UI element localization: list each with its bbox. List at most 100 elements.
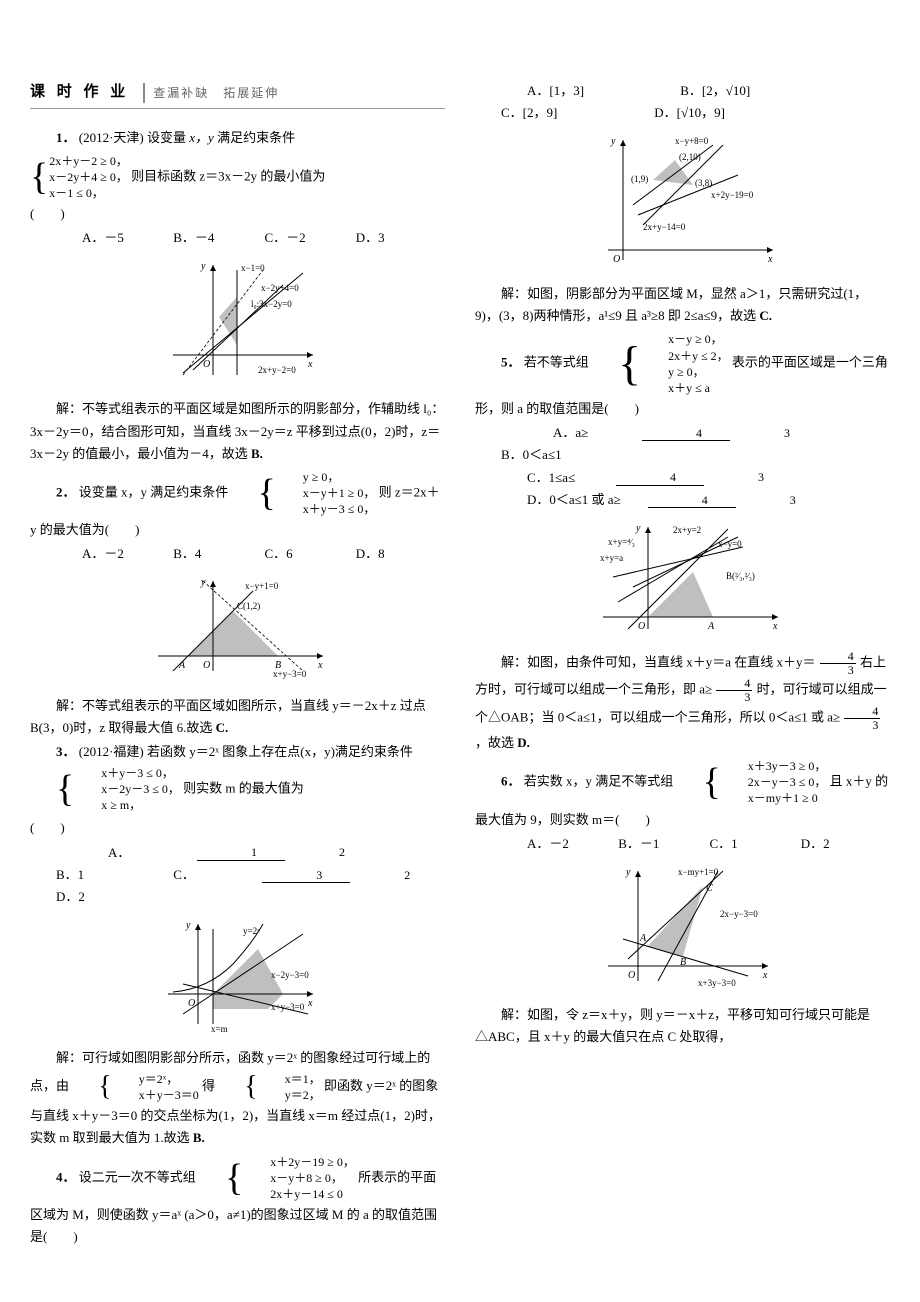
q6-diagram: x y O A B C x−my+1=0 2x−y−3=0 x+3y−3=0 <box>475 861 890 998</box>
q4-answer: C. <box>759 308 772 323</box>
svg-text:x−y+8=0: x−y+8=0 <box>675 136 709 146</box>
q1-solution: 解：不等式组表示的平面区域是如图所示的阴影部分，作辅助线 l₀：3x－2y＝0，… <box>30 401 444 460</box>
q5-system: { x－y ≥ 0， 2x＋y ≤ 2， y ≥ 0， x＋y ≤ a <box>592 331 729 396</box>
header-divider <box>143 83 145 103</box>
svg-text:O: O <box>203 660 210 671</box>
q5-sol-a: 解：如图，由条件可知，当直线 x＋y＝a 在直线 x＋y＝ <box>501 654 816 669</box>
q1-source: (2012·天津) <box>79 130 144 145</box>
q1-options: A．－5 B．－4 C．－2 D．3 <box>30 227 445 249</box>
svg-text:x: x <box>307 998 313 1009</box>
svg-text:x+y=a: x+y=a <box>600 553 623 563</box>
svg-text:x−y=0: x−y=0 <box>718 539 742 549</box>
q4-number: 4． <box>56 1169 76 1184</box>
q5-stem-a: 若不等式组 <box>524 355 589 370</box>
svg-text:2x+y=2: 2x+y=2 <box>673 525 701 535</box>
q3-number: 3． <box>56 744 76 759</box>
header-title: 课 时 作 业 <box>30 80 135 106</box>
svg-text:(2,10): (2,10) <box>679 152 701 162</box>
q1-stem-a: 设变量 <box>147 130 189 145</box>
q6-options: A．－2 B．－1 C．1 D．2 <box>475 833 890 855</box>
svg-text:(1,9): (1,9) <box>631 174 648 184</box>
svg-text:B(²⁄₃,²⁄₃): B(²⁄₃,²⁄₃) <box>726 571 755 581</box>
q2-system: { y ≥ 0， x－y＋1 ≥ 0， x＋y－3 ≤ 0， <box>232 469 376 518</box>
q1-system: { 2x＋y－2 ≥ 0， x－2y＋4 ≥ 0， x－1 ≤ 0， <box>30 153 128 202</box>
question-2: 2． 设变量 x，y 满足约束条件 { y ≥ 0， x－y＋1 ≥ 0， x＋… <box>30 467 445 739</box>
svg-text:C(1,2): C(1,2) <box>237 601 260 611</box>
q3-system: { x＋y－3 ≤ 0， x－2y－3 ≤ 0， x ≥ m， <box>30 765 180 814</box>
svg-text:x+2y−19=0: x+2y−19=0 <box>711 190 754 200</box>
svg-text:C: C <box>706 883 713 894</box>
svg-text:x−2y+4=0: x−2y+4=0 <box>261 283 299 293</box>
svg-text:x−my+1=0: x−my+1=0 <box>678 867 719 877</box>
q3-tail: 则实数 m 的最大值为 <box>183 780 304 795</box>
svg-text:y=2ˣ: y=2ˣ <box>243 926 260 936</box>
svg-text:O: O <box>188 998 195 1009</box>
svg-text:A: A <box>707 621 715 632</box>
q4-stem-a: 设二元一次不等式组 <box>79 1169 196 1184</box>
q1-tail: 则目标函数 z＝3x－2y 的最小值为 <box>131 168 325 183</box>
section-header: 课 时 作 业 查漏补缺 拓展延伸 <box>30 80 445 109</box>
q6-system: { x＋3y－3 ≥ 0， 2x－y－3 ≤ 0， x－my＋1 ≥ 0 <box>677 758 827 807</box>
q3-source: (2012·福建) <box>79 744 144 759</box>
q3-system3: { x＝1， y＝2， <box>218 1071 320 1103</box>
question-3: 3． (2012·福建) 若函数 y＝2ˣ 图象上存在点(x，y)满足约束条件 … <box>30 741 445 1150</box>
q3-answer: B. <box>193 1130 205 1145</box>
q1-number: 1． <box>56 130 76 145</box>
svg-text:x−2y−3=0: x−2y−3=0 <box>271 970 309 980</box>
svg-text:2x−y−3=0: 2x−y−3=0 <box>720 909 758 919</box>
q5-diagram: x y O A B(²⁄₃,²⁄₃) x+y=⁴⁄₃ 2x+y=2 x+y=a … <box>475 517 890 644</box>
q5-options: A．a≥43 B．0＜a≤1 C．1≤a≤43 D．0＜a≤1 或 a≥43 <box>475 422 890 510</box>
svg-text:x: x <box>307 359 313 370</box>
q1-vars: x，y <box>189 130 214 145</box>
svg-text:O: O <box>613 254 620 265</box>
q3-diagram: x y O y=2ˣ x−2y−3=0 x+y−3=0 x=m <box>30 914 445 1041</box>
q3-blank: ( ) <box>30 817 445 839</box>
svg-text:l₀:3x−2y=0: l₀:3x−2y=0 <box>251 299 292 309</box>
q1-diagram: x y O x−1=0 x−2y+4=0 l₀:3x−2y=0 2x+y−2=0 <box>30 255 445 392</box>
q6-stem-a: 若实数 x，y 满足不等式组 <box>524 773 674 788</box>
q5-answer: D. <box>517 735 530 750</box>
svg-text:y: y <box>625 867 631 878</box>
q5-sol-d: ，故选 <box>475 735 517 750</box>
q2-diagram: x y O A B C(1,2) x−y+1=0 x+y−3=0 <box>30 571 445 688</box>
svg-text:x+y−3=0: x+y−3=0 <box>271 1002 305 1012</box>
svg-text:B: B <box>680 957 686 968</box>
q6-number: 6． <box>501 773 521 788</box>
svg-text:y: y <box>185 920 191 931</box>
q2-stem: 设变量 x，y 满足约束条件 <box>79 484 229 499</box>
q2-answer: C. <box>216 720 229 735</box>
svg-text:y: y <box>610 136 616 147</box>
header-subtitle: 查漏补缺 拓展延伸 <box>153 83 279 103</box>
svg-text:A: A <box>639 933 647 944</box>
svg-text:O: O <box>628 970 635 981</box>
q4-solution: 解：如图，阴影部分为平面区域 M，显然 a＞1，只需研究过(1，9)，(3，8)… <box>475 286 867 323</box>
q2-options: A．－2 B．4 C．6 D．8 <box>30 543 445 565</box>
svg-text:x: x <box>772 621 778 632</box>
q3-system2: { y＝2ˣ， x＋y－3＝0 <box>72 1071 198 1103</box>
q3-sol-d: 1.故选 <box>154 1130 193 1145</box>
question-1: 1． (2012·天津) 设变量 x，y 满足约束条件 { 2x＋y－2 ≥ 0… <box>30 127 445 465</box>
svg-text:x: x <box>762 970 768 981</box>
q4-system: { x＋2y－19 ≥ 0， x－y＋8 ≥ 0， 2x＋y－14 ≤ 0 <box>199 1154 355 1203</box>
svg-text:y: y <box>635 523 641 534</box>
q5-number: 5． <box>501 355 521 370</box>
q2-number: 2． <box>56 484 76 499</box>
svg-text:x+y−3=0: x+y−3=0 <box>273 669 307 679</box>
q6-solution: 解：如图，令 z＝x＋y，则 y＝－x＋z，平移可知可行域只可能是△ABC，且 … <box>475 1007 870 1044</box>
svg-text:(3,8): (3,8) <box>695 178 712 188</box>
q4-options: A．[1，3] B．[2，√10] C．[2，9] D．[√10，9] <box>475 80 890 124</box>
svg-text:x+3y−3=0: x+3y−3=0 <box>698 978 736 988</box>
svg-text:O: O <box>203 359 210 370</box>
svg-text:x: x <box>767 254 773 265</box>
svg-text:x−1=0: x−1=0 <box>241 263 265 273</box>
svg-text:2x+y−14=0: 2x+y−14=0 <box>643 222 686 232</box>
q3-sol-b: 得 <box>202 1078 215 1093</box>
svg-text:A: A <box>178 660 186 671</box>
question-5: 5． 若不等式组 { x－y ≥ 0， 2x＋y ≤ 2， y ≥ 0， x＋y… <box>475 329 890 754</box>
svg-text:x=m: x=m <box>211 1024 228 1034</box>
svg-text:2x+y−2=0: 2x+y−2=0 <box>258 365 296 375</box>
svg-text:x: x <box>317 660 323 671</box>
q1-stem-b: 满足约束条件 <box>217 130 295 145</box>
q3-options: A．12 B．1 C．32 D．2 <box>30 842 445 908</box>
q3-stem: 若函数 y＝2ˣ 图象上存在点(x，y)满足约束条件 <box>147 744 413 759</box>
